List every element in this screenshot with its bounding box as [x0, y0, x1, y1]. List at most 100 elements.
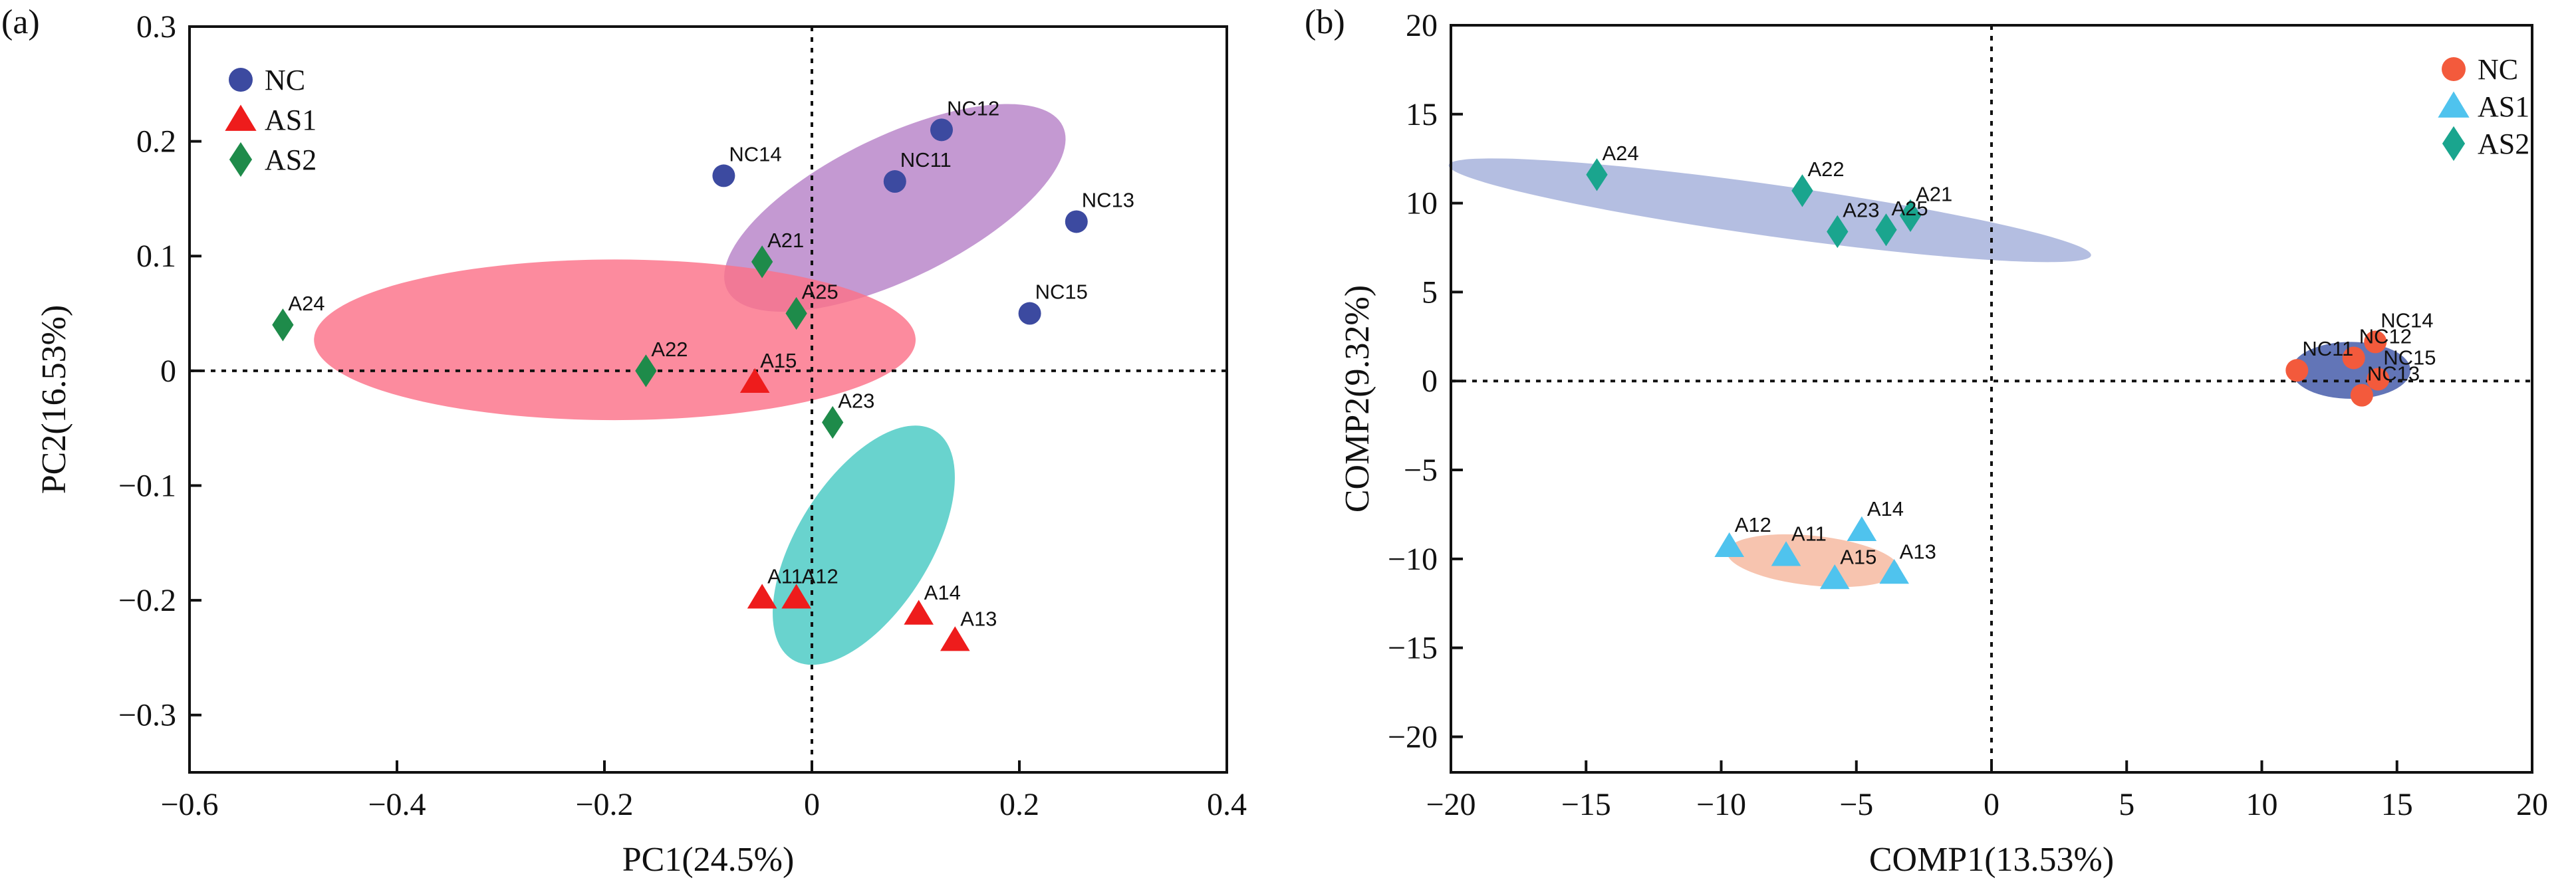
legend-marker-as2 [2442, 126, 2466, 162]
legend-marker-as2 [229, 142, 253, 177]
y-axis-label: COMP2(9.32%) [1339, 285, 1376, 512]
y-tick-label: 10 [1406, 186, 1438, 221]
point-label-a23: A23 [1843, 198, 1879, 221]
point-label-nc13: NC13 [2367, 362, 2420, 386]
point-a22 [1791, 174, 1813, 207]
series-as2: A24 A21 A25 A22 A23 [272, 229, 874, 439]
point-a21 [751, 245, 773, 279]
x-axis-label: COMP1(13.53%) [1869, 841, 2114, 879]
point-nc15 [1018, 302, 1041, 325]
point-label-a15: A15 [1840, 545, 1876, 568]
x-tick-label: 0 [1984, 787, 1999, 822]
point-label-a21: A21 [1916, 182, 1952, 205]
panel-label: (a) [1, 3, 40, 41]
point-a24 [1586, 158, 1608, 191]
y-tick-label: 20 [1406, 8, 1438, 43]
x-tick-label: −0.6 [160, 787, 218, 822]
y-tick-label: 0.2 [136, 124, 176, 160]
point-label-a22: A22 [1807, 158, 1844, 181]
y-tick-label: 15 [1406, 97, 1438, 132]
point-nc15 [2367, 368, 2390, 391]
series-as1: A14 A12 A11 A15 A13 [1714, 497, 1936, 590]
x-axis-label: PC1(24.5%) [622, 841, 795, 879]
legend-label-nc: NC [265, 64, 305, 96]
ellipse-as1 [1727, 534, 1900, 588]
point-a12 [1714, 532, 1745, 558]
point-label-a12: A12 [1735, 513, 1771, 536]
point-label-a14: A14 [1867, 497, 1904, 520]
point-a13 [940, 626, 970, 651]
x-tick-label: 15 [2381, 787, 2413, 822]
x-tick-label: 20 [2516, 787, 2548, 822]
legend-label-as2: AS2 [265, 144, 317, 176]
point-nc13 [2350, 384, 2373, 407]
point-nc12 [930, 118, 953, 142]
legend-marker-as1 [225, 104, 257, 131]
point-label-a24: A24 [1603, 142, 1639, 165]
point-label-a22: A22 [651, 338, 688, 361]
point-a21 [1899, 199, 1922, 233]
panel-a: (a) −0.6 −0.4 −0.2 0 0.2 0.4 0.3 0.2 0.1 0 −0.1 −0.2… [1, 3, 1247, 879]
ellipse-nc [724, 104, 1066, 312]
panel-b: (b) −20 −15 −10 −5 0 5 10 15 20 20 15 10 5 0 −5 −10 −15 −2… [1305, 3, 2548, 879]
y-tick-label: −0.1 [118, 468, 176, 503]
point-nc14 [2364, 330, 2387, 354]
point-a23 [822, 405, 844, 439]
point-label-a14: A14 [924, 581, 961, 604]
point-label-a11: A11 [1791, 522, 1827, 546]
legend-label-as2: AS2 [2478, 128, 2529, 160]
y-tick-label: −15 [1388, 631, 1438, 666]
x-tick-label: 0 [804, 787, 820, 822]
point-nc11 [2285, 359, 2309, 382]
plot-frame [188, 25, 1228, 774]
point-a23 [1827, 215, 1849, 249]
point-nc12 [2342, 346, 2365, 370]
point-label-a11: A11 [767, 565, 803, 588]
point-label-a15: A15 [760, 349, 797, 372]
x-tick-label: 10 [2246, 787, 2278, 822]
point-nc13 [1065, 210, 1088, 233]
x-tick-label: 5 [2119, 787, 2134, 822]
point-a15 [1819, 564, 1850, 590]
legend-label-as1: AS1 [2478, 90, 2529, 123]
point-nc14 [712, 164, 735, 187]
point-a14 [1847, 516, 1877, 541]
point-a14 [904, 600, 934, 625]
point-label-a23: A23 [838, 390, 874, 413]
legend-marker-nc [2442, 57, 2466, 81]
point-label-a25: A25 [802, 280, 838, 304]
point-label-a13: A13 [960, 607, 997, 630]
y-tick-label: 0.1 [136, 239, 176, 274]
point-a13 [1879, 559, 1909, 584]
x-tick-label: 0.4 [1207, 787, 1247, 822]
point-a24 [272, 308, 294, 342]
x-tick-label: −20 [1426, 787, 1476, 822]
y-tick-label: 0.3 [136, 9, 176, 45]
point-label-nc12: NC12 [2359, 324, 2412, 348]
y-tick-label: 0 [1422, 364, 1438, 399]
ellipses [314, 104, 1066, 665]
point-a15 [739, 368, 770, 393]
y-tick-label: −10 [1388, 542, 1438, 577]
point-label-nc11: NC11 [900, 148, 952, 171]
point-label-a13: A13 [1900, 540, 1936, 563]
x-tick-label: 0.2 [999, 787, 1039, 822]
y-tick-label: 5 [1422, 275, 1438, 310]
point-a11 [747, 584, 777, 609]
legend: NC AS1 AS2 [225, 64, 317, 177]
point-label-a21: A21 [767, 229, 804, 252]
point-a25 [1875, 213, 1897, 247]
point-a25 [785, 296, 807, 330]
point-a11 [1771, 541, 1801, 566]
legend: NC AS1 AS2 [2438, 53, 2529, 162]
x-tick-label: −0.4 [368, 787, 426, 822]
ellipse-as2 [1448, 158, 2091, 263]
point-label-nc11: NC11 [2302, 337, 2353, 360]
y-axis-label: PC2(16.53%) [35, 305, 73, 495]
legend-marker-as1 [2438, 91, 2470, 118]
point-label-a24: A24 [288, 292, 324, 315]
point-a12 [781, 584, 811, 609]
